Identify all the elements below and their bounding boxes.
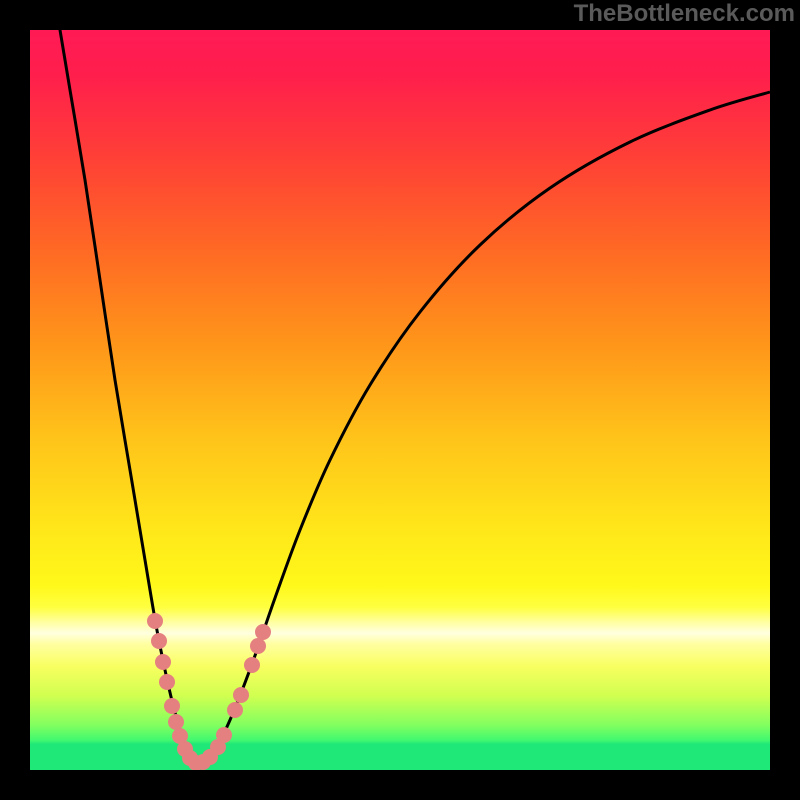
plot-border-left	[0, 0, 30, 800]
data-marker	[255, 624, 271, 640]
data-marker	[250, 638, 266, 654]
data-marker	[155, 654, 171, 670]
data-marker	[168, 714, 184, 730]
data-marker	[159, 674, 175, 690]
data-marker	[244, 657, 260, 673]
plot-border-bottom	[0, 770, 800, 800]
gradient-background	[30, 30, 770, 770]
watermark-text: TheBottleneck.com	[574, 0, 795, 28]
data-marker	[147, 613, 163, 629]
data-marker	[233, 687, 249, 703]
bottleneck-chart: TheBottleneck.com	[0, 0, 800, 800]
data-marker	[216, 727, 232, 743]
plot-border-right	[770, 0, 800, 800]
data-marker	[227, 702, 243, 718]
chart-svg	[0, 0, 800, 800]
data-marker	[164, 698, 180, 714]
data-marker	[151, 633, 167, 649]
